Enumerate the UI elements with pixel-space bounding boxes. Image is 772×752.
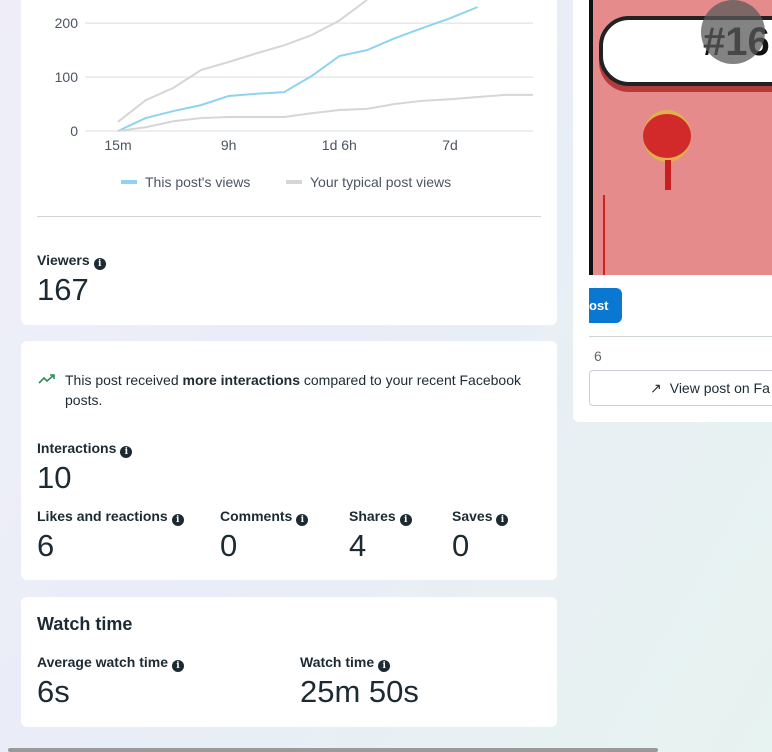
trend-icon (38, 374, 55, 384)
metric-label: Average watch time i (37, 654, 184, 672)
view-post-button[interactable]: ↗ View post on Fa (589, 370, 772, 406)
info-icon[interactable]: i (496, 514, 509, 526)
play-icon (701, 0, 765, 64)
line (117, 93, 533, 132)
post-button[interactable]: ost (589, 288, 622, 323)
text: compared to your recent Facebook posts. (65, 372, 521, 408)
metric-value: 6 (37, 528, 55, 563)
x-tick-label: 1d 6h (322, 137, 357, 153)
line (117, 0, 368, 123)
metric-value: 0 (452, 528, 470, 563)
metric-label: Shares i (349, 508, 412, 526)
interactions-card: This post received more interactions com… (21, 341, 557, 580)
metric-value: 25m 50s (300, 674, 419, 709)
count: 6 (594, 348, 602, 364)
pattern (603, 195, 705, 275)
external-icon: ↗ (650, 380, 662, 396)
post-card: #16 ost 6 ↗ View post on Fa (573, 0, 772, 422)
viewers-label: Viewers i (37, 252, 106, 270)
lantern (643, 110, 691, 162)
interaction-note: This post received more interactions com… (65, 370, 545, 410)
text: more interactions (182, 372, 300, 388)
y-tick-label: 0 (70, 123, 78, 139)
text: Comments (220, 508, 293, 524)
text: Interactions (37, 440, 117, 456)
text: View post on Fa (669, 380, 770, 396)
text: Saves (452, 508, 493, 524)
info-icon[interactable]: i (296, 514, 309, 526)
views-card: Viewers i 167 (21, 0, 557, 325)
text: Likes and reactions (37, 508, 168, 524)
y-tick-label: 200 (55, 15, 79, 31)
tassel (665, 160, 671, 190)
legend-label: Your typical post views (310, 174, 451, 190)
interactions-label: Interactions i (37, 440, 133, 458)
info-icon[interactable]: i (378, 660, 391, 672)
text: This post received (65, 372, 183, 388)
text: Average watch time (37, 654, 168, 670)
metric-value: 6s (37, 674, 70, 709)
divider (37, 216, 541, 217)
x-tick-label: 15m (104, 137, 131, 153)
text: Shares (349, 508, 396, 524)
interactions-value: 10 (37, 460, 72, 495)
scrollbar (8, 748, 658, 752)
divider (589, 336, 772, 337)
info-icon[interactable]: i (399, 514, 412, 526)
metric-label: Comments i (220, 508, 309, 526)
x-tick-label: 7d (442, 137, 458, 153)
y-tick-label: 100 (55, 69, 79, 85)
metric-value: 4 (349, 528, 367, 563)
legend-label: This post's views (145, 174, 250, 190)
metric-label: Saves i (452, 508, 509, 526)
line (117, 6, 479, 132)
chart: 0 100 200 15m 9h 1d 6h 7d This post's views Your… (55, 0, 533, 190)
text: Watch time (300, 654, 375, 670)
info-icon[interactable]: i (171, 660, 184, 672)
text: Viewers (37, 252, 90, 268)
metric-label: Likes and reactions i (37, 508, 184, 526)
info-icon[interactable]: i (171, 514, 184, 526)
metric-label: Watch time i (300, 654, 391, 672)
watch-card: Watch time Average watch time i 6s Watch ti… (21, 597, 557, 727)
text: ost (589, 298, 609, 313)
thumbnail: #16 (589, 0, 772, 275)
viewers-value: 167 (37, 272, 89, 307)
metric-value: 0 (220, 528, 238, 563)
x-tick-label: 9h (221, 137, 237, 153)
watch-title: Watch time (37, 614, 133, 634)
